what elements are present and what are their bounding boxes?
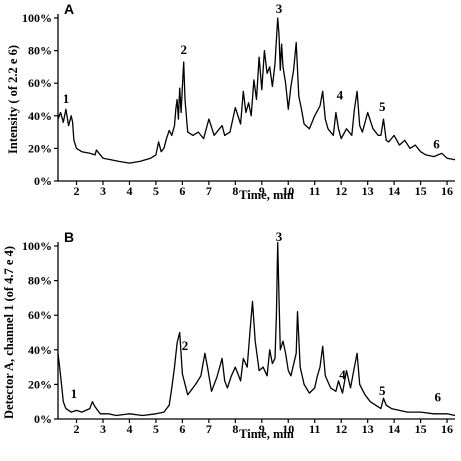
x-tick-label: 7 <box>206 422 212 436</box>
peak-label: 3 <box>276 1 283 16</box>
x-tick-label: 10 <box>282 422 294 436</box>
x-tick-label: 8 <box>232 422 238 436</box>
peak-label: 1 <box>63 91 70 106</box>
y-tick-label: 100% <box>22 239 52 253</box>
x-tick-label: 4 <box>126 184 132 198</box>
x-tick-label: 5 <box>153 184 159 198</box>
x-tick-label: 4 <box>126 422 132 436</box>
peak-label: 6 <box>435 390 442 405</box>
peak-label: 5 <box>379 99 386 114</box>
x-tick-label: 8 <box>232 184 238 198</box>
x-tick-label: 16 <box>441 184 453 198</box>
x-tick-label: 11 <box>309 422 320 436</box>
peak-label: 3 <box>276 229 283 244</box>
x-axis-title: Time, min <box>239 427 294 441</box>
x-tick-label: 2 <box>74 422 80 436</box>
x-tick-label: 16 <box>441 422 453 436</box>
x-tick-label: 3 <box>100 422 106 436</box>
y-tick-label: 20% <box>28 141 52 155</box>
y-tick-label: 80% <box>28 274 52 288</box>
x-tick-label: 7 <box>206 184 212 198</box>
peak-label: 2 <box>180 42 187 57</box>
y-tick-label: 100% <box>22 11 52 25</box>
x-tick-label: 12 <box>335 184 347 198</box>
y-tick-label: 60% <box>28 76 52 90</box>
x-tick-label: 14 <box>388 184 400 198</box>
y-axis-title: Detector A, channel 1 (of 4.7 e 4) <box>2 246 16 419</box>
x-tick-label: 15 <box>415 422 427 436</box>
y-tick-label: 40% <box>28 109 52 123</box>
x-tick-label: 6 <box>179 422 185 436</box>
x-tick-label: 14 <box>388 422 400 436</box>
x-tick-label: 9 <box>259 184 265 198</box>
x-tick-label: 5 <box>153 422 159 436</box>
peak-label: 2 <box>182 338 189 353</box>
y-tick-label: 0% <box>34 412 52 426</box>
series-line <box>57 17 456 164</box>
x-tick-label: 6 <box>179 184 185 198</box>
panel-a: 0%20%40%60%80%100%2 3 4 5 6 7 8 9 10 11 12 13 14 15 16… <box>6 1 456 202</box>
y-axis-title: Intensity ( of 2.2 e 6) <box>6 45 20 154</box>
x-tick-label: 9 <box>259 422 265 436</box>
peak-label: 5 <box>379 383 386 398</box>
x-tick-label: 12 <box>335 422 347 436</box>
panel-letter: A <box>64 1 74 17</box>
panel-letter: B <box>64 229 74 245</box>
y-tick-label: 0% <box>34 174 52 188</box>
y-tick-label: 80% <box>28 44 52 58</box>
y-tick-label: 20% <box>28 377 52 391</box>
panel-b: 0%20%40%60%80%100%2 3 4 5 6 7 8 9 10 11 12 13 14 15 16… <box>2 229 456 441</box>
y-tick-label: 40% <box>28 343 52 357</box>
peak-label: 6 <box>433 136 440 151</box>
y-tick-label: 60% <box>28 308 52 322</box>
series-line <box>57 241 456 417</box>
x-tick-label: 13 <box>362 422 374 436</box>
peak-label: 4 <box>339 367 346 382</box>
x-tick-label: 10 <box>282 184 294 198</box>
x-tick-label: 13 <box>362 184 374 198</box>
x-tick-label: 11 <box>309 184 320 198</box>
x-tick-label: 2 <box>74 184 80 198</box>
x-axis-title: Time, min <box>239 188 294 202</box>
peak-label: 4 <box>337 88 344 103</box>
peak-label: 1 <box>71 386 78 401</box>
x-tick-label: 15 <box>415 184 427 198</box>
x-tick-label: 3 <box>100 184 106 198</box>
